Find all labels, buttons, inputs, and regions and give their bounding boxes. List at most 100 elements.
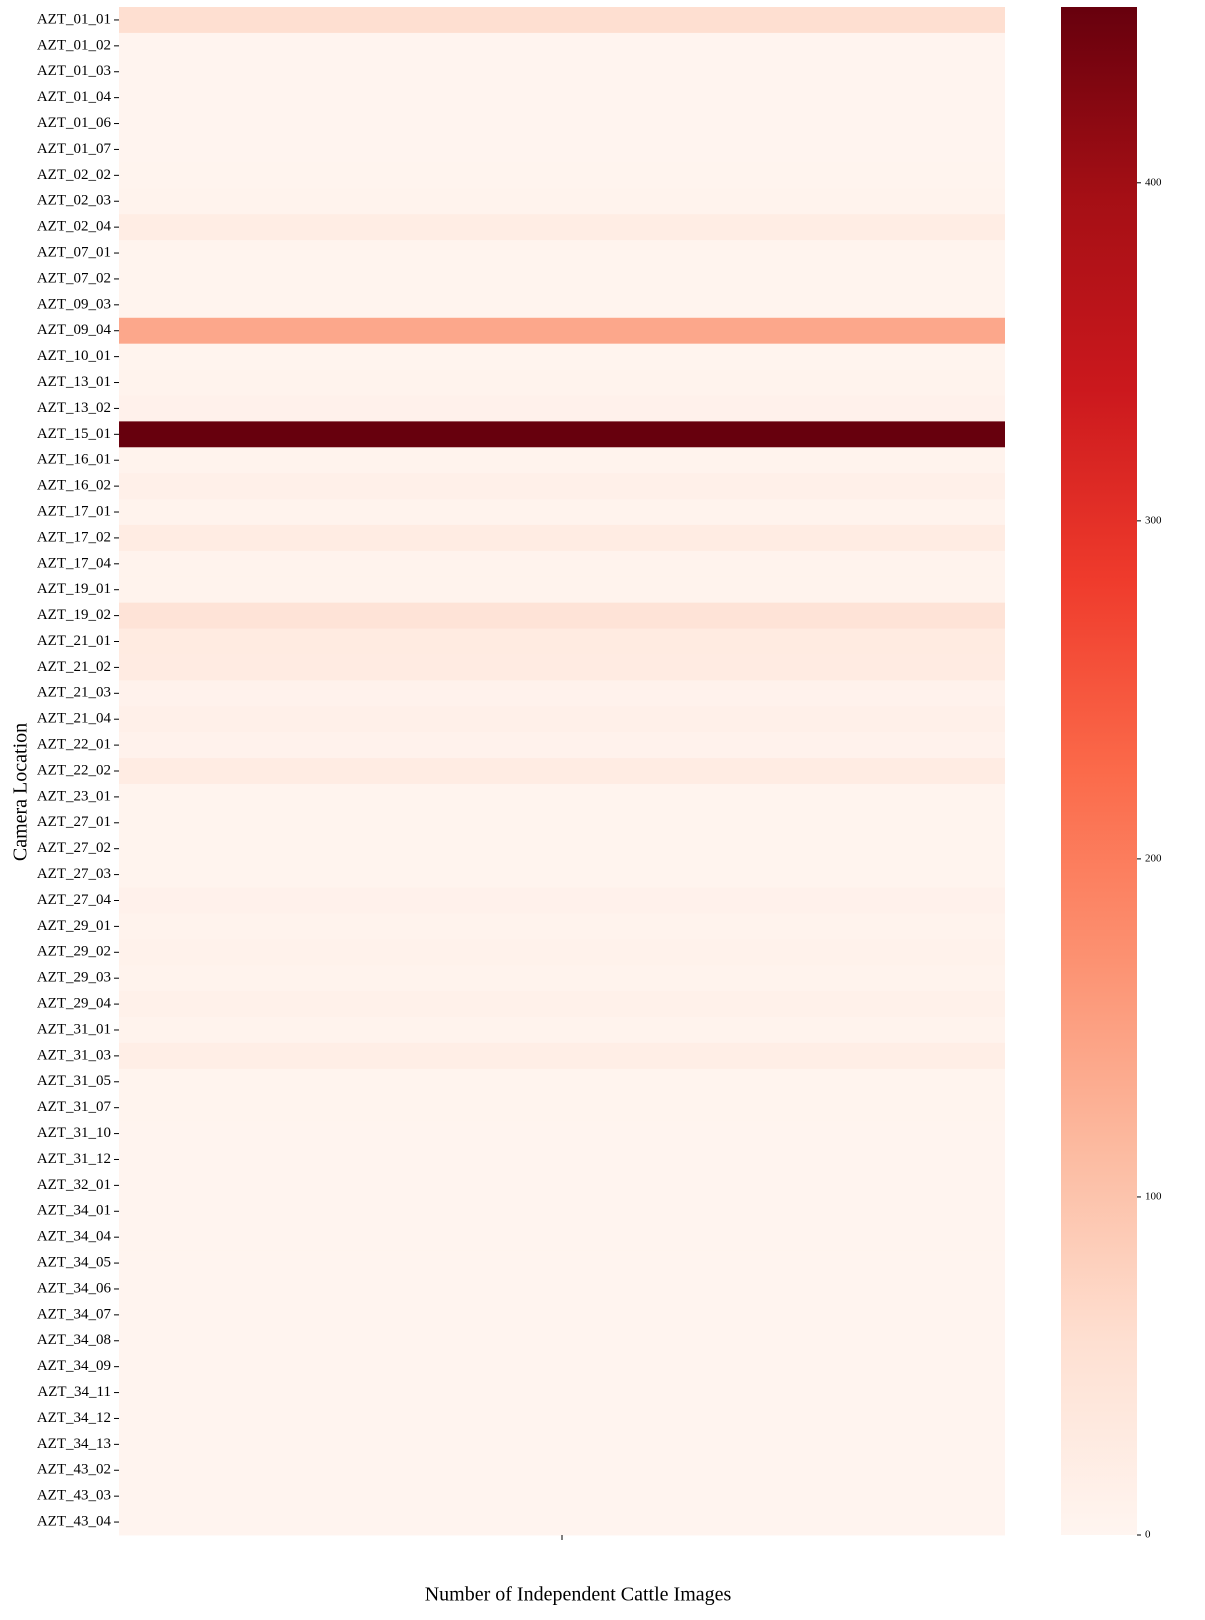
y-tick-label: AZT_17_04 xyxy=(37,555,112,571)
y-tick-label: AZT_01_02 xyxy=(37,37,111,53)
y-tick-label: AZT_34_05 xyxy=(37,1255,111,1271)
heatmap-cell xyxy=(119,1457,1005,1484)
y-tick-label: AZT_07_01 xyxy=(37,244,111,260)
y-tick-label: AZT_29_02 xyxy=(37,944,111,960)
y-tick-label: AZT_27_04 xyxy=(37,892,112,908)
y-tick-label: AZT_29_04 xyxy=(37,996,112,1012)
y-tick-label: AZT_13_01 xyxy=(37,374,111,390)
y-tick-label: AZT_23_01 xyxy=(37,788,111,804)
y-tick-label: AZT_16_01 xyxy=(37,452,111,468)
heatmap-cell xyxy=(119,291,1005,319)
colorbar-tick-label: 200 xyxy=(1145,852,1162,864)
heatmap-cell xyxy=(119,939,1005,966)
y-tick-label: AZT_21_02 xyxy=(37,659,111,675)
y-tick-label: AZT_07_02 xyxy=(37,270,111,286)
y-tick-label: AZT_31_12 xyxy=(37,1151,111,1167)
heatmap-cell xyxy=(119,1353,1005,1381)
heatmap-cell xyxy=(119,1483,1005,1510)
heatmap-cell xyxy=(119,84,1005,111)
y-tick-label: AZT_01_01 xyxy=(37,11,111,27)
x-axis-label: Number of Independent Cattle Images xyxy=(425,1584,732,1606)
heatmap-cell xyxy=(119,1120,1005,1147)
heatmap-cell xyxy=(119,343,1005,370)
heatmap-cell xyxy=(119,1276,1005,1303)
heatmap-cell xyxy=(119,1301,1005,1329)
heatmap-cell xyxy=(119,628,1005,655)
heatmap-cell xyxy=(119,499,1005,526)
heatmap-cell xyxy=(119,1146,1005,1173)
y-tick-label: AZT_17_01 xyxy=(37,503,111,519)
colorbar-tick-label: 300 xyxy=(1145,514,1162,526)
y-tick-label: AZT_31_05 xyxy=(37,1073,111,1089)
y-tick-label: AZT_17_02 xyxy=(37,529,111,545)
heatmap-cell xyxy=(119,1017,1005,1044)
y-tick-label: AZT_19_02 xyxy=(37,607,111,623)
heatmap-cell xyxy=(119,887,1005,914)
heatmap-cell xyxy=(119,240,1005,267)
y-tick-label: AZT_27_01 xyxy=(37,814,111,830)
y-tick-label: AZT_01_04 xyxy=(37,89,112,105)
heatmap-cell xyxy=(119,188,1005,215)
colorbar-tick-label: 0 xyxy=(1145,1529,1151,1541)
heatmap-cell xyxy=(119,965,1005,992)
y-tick-label: AZT_34_12 xyxy=(37,1410,111,1426)
heatmap-cell xyxy=(119,913,1005,940)
y-tick-label: AZT_02_03 xyxy=(37,193,111,209)
heatmap-cell xyxy=(119,550,1005,578)
heatmap-cell xyxy=(119,421,1005,448)
heatmap-cell xyxy=(119,317,1005,345)
heatmap-cell xyxy=(119,58,1005,86)
y-tick-label: AZT_43_02 xyxy=(37,1462,111,1478)
y-tick-label: AZT_34_09 xyxy=(37,1358,111,1374)
y-tick-label: AZT_27_02 xyxy=(37,840,111,856)
y-tick-label: AZT_13_02 xyxy=(37,400,111,416)
heatmap-cell xyxy=(119,861,1005,888)
heatmap-cell xyxy=(119,1068,1005,1096)
heatmap-cell xyxy=(119,706,1005,733)
heatmap-cell xyxy=(119,1094,1005,1122)
heatmap-cell xyxy=(119,602,1005,629)
y-tick-label: AZT_16_02 xyxy=(37,478,111,494)
y-tick-label: AZT_29_03 xyxy=(37,970,111,986)
heatmap-cell xyxy=(119,654,1005,681)
heatmap-cell xyxy=(119,136,1005,163)
y-tick-label: AZT_31_10 xyxy=(37,1125,111,1141)
y-tick-label: AZT_31_03 xyxy=(37,1047,111,1063)
y-tick-label: AZT_15_01 xyxy=(37,426,111,442)
y-tick-label: AZT_34_04 xyxy=(37,1229,112,1245)
heatmap-cell xyxy=(119,395,1005,422)
y-tick-label: AZT_32_01 xyxy=(37,1177,111,1193)
y-tick-label: AZT_09_03 xyxy=(37,296,111,312)
heatmap-cell xyxy=(119,1224,1005,1251)
y-tick-label: AZT_31_01 xyxy=(37,1021,111,1037)
heatmap-cell xyxy=(119,265,1005,293)
y-tick-label: AZT_34_01 xyxy=(37,1203,111,1219)
heatmap-cell xyxy=(119,835,1005,863)
heatmap-cell xyxy=(119,680,1005,707)
heatmap-cell xyxy=(119,1379,1005,1406)
heatmap-cell xyxy=(119,1405,1005,1432)
y-tick-label: AZT_09_04 xyxy=(37,322,112,338)
y-tick-label: AZT_21_01 xyxy=(37,633,111,649)
colorbar xyxy=(1061,7,1137,1535)
heatmap-cell xyxy=(119,1327,1005,1355)
heatmap-cell xyxy=(119,110,1005,137)
heatmap-cell xyxy=(119,758,1005,785)
y-tick-label: AZT_01_03 xyxy=(37,63,111,79)
heatmap-cell xyxy=(119,524,1005,552)
heatmap-cell xyxy=(119,1250,1005,1277)
y-tick-label: AZT_34_13 xyxy=(37,1436,111,1452)
heatmap-cell xyxy=(119,473,1005,500)
y-tick-label: AZT_27_03 xyxy=(37,866,111,882)
heatmap-cell xyxy=(119,7,1005,34)
y-tick-label: AZT_34_06 xyxy=(37,1280,112,1296)
y-tick-label: AZT_29_01 xyxy=(37,918,111,934)
heatmap-cell xyxy=(119,1509,1005,1536)
colorbar-tick-label: 100 xyxy=(1145,1190,1162,1202)
heatmap-cell xyxy=(119,783,1005,811)
heatmap-cell xyxy=(119,369,1005,396)
heatmap-cell xyxy=(119,576,1005,604)
heatmap-cell xyxy=(119,162,1005,189)
